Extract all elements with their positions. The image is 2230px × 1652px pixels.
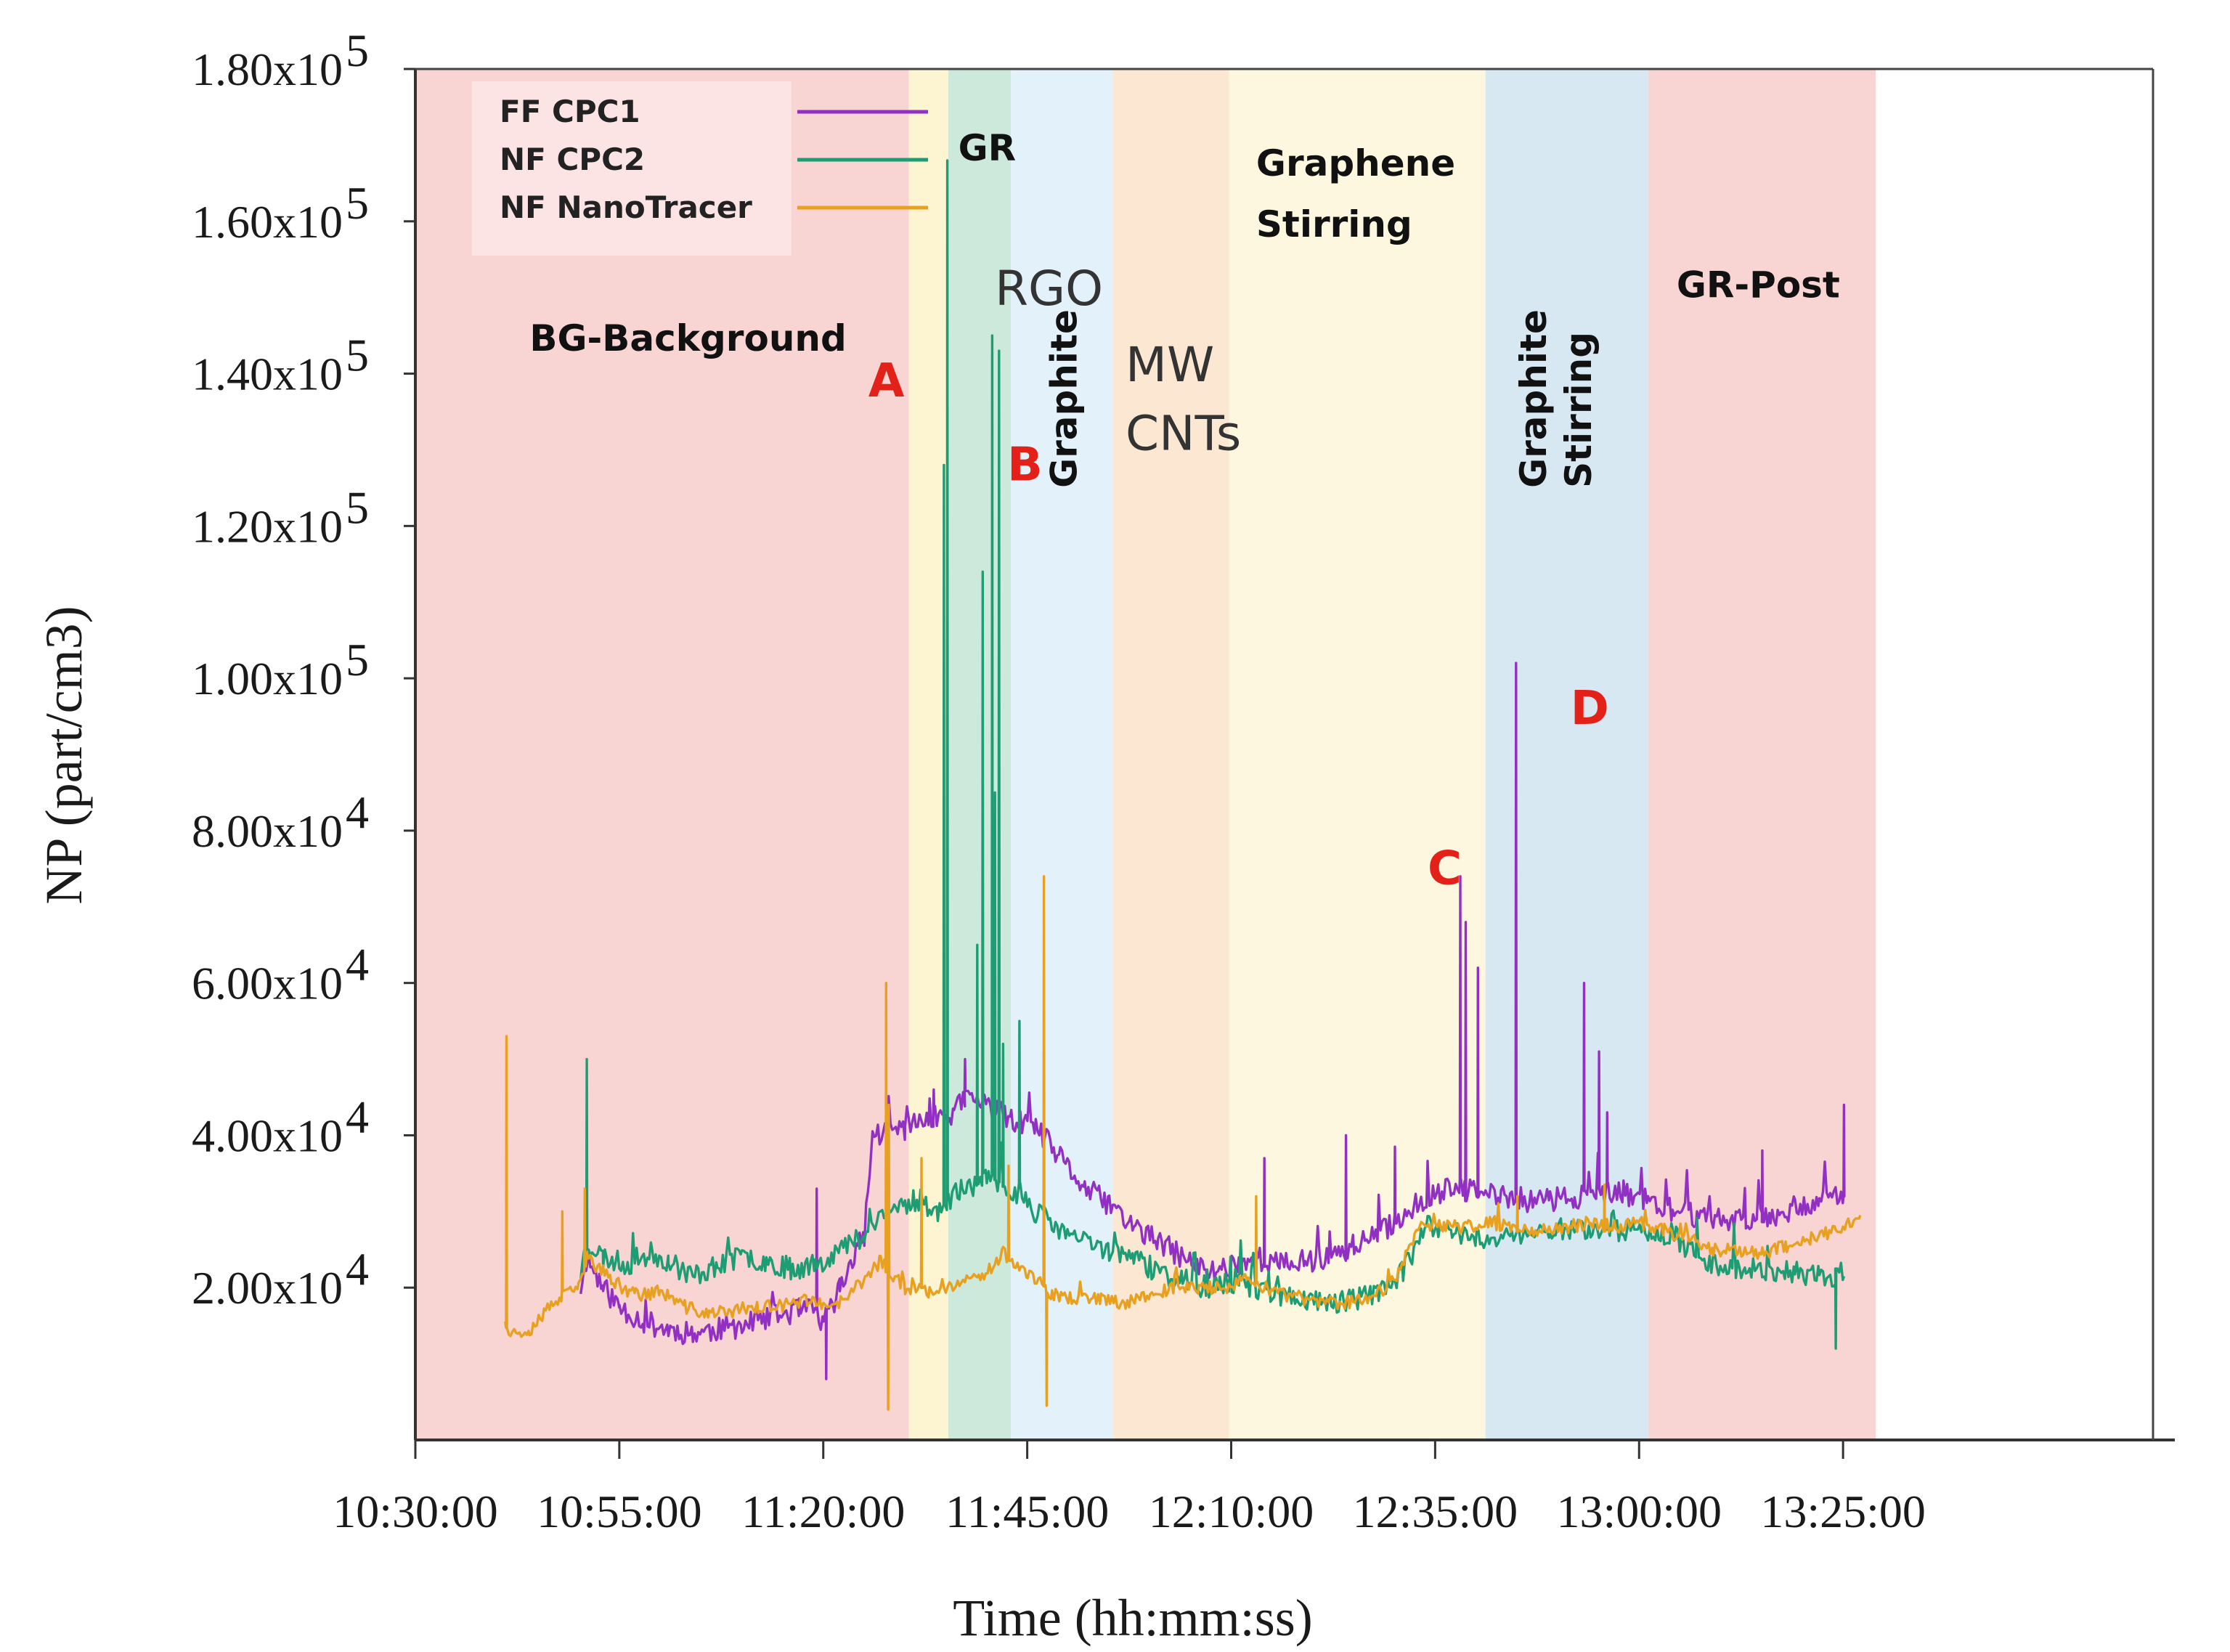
x-tick-label-6: 13:00:00 <box>1556 1486 1722 1537</box>
y-tick-label-7: 1.60x10 <box>192 196 343 248</box>
band-label-4: MW <box>1126 337 1214 393</box>
series-line-2 <box>504 875 1862 1411</box>
legend-label-0: FF CPC1 <box>500 94 640 129</box>
y-tick-exponent-8: 5 <box>346 25 369 76</box>
annotation-a: A <box>868 354 905 408</box>
y-tick-exponent-0: 4 <box>346 1243 369 1295</box>
x-ticks: 10:30:00 10:55:00 11:20:00 11:45:00 12:10:00… <box>333 1440 1926 1537</box>
x-tick-label-0: 10:30:00 <box>333 1486 498 1537</box>
band-0 <box>415 69 909 1440</box>
y-tick-exponent-4: 5 <box>346 634 369 685</box>
band-label-10: GR-Post <box>1677 264 1840 306</box>
band-1 <box>908 69 949 1440</box>
band-2 <box>948 69 1012 1440</box>
band-label-9: Stirring <box>1558 332 1600 488</box>
y-tick-label-1: 4.00x10 <box>192 1110 343 1161</box>
x-tick-label-5: 12:35:00 <box>1353 1486 1518 1537</box>
legend: FF CPC1 NF CPC2 NF NanoTracer <box>472 81 928 256</box>
y-tick-exponent-1: 4 <box>346 1091 369 1142</box>
y-tick-exponent-3: 4 <box>346 786 369 838</box>
y-tick-exponent-2: 4 <box>346 939 369 990</box>
y-tick-exponent-6: 5 <box>346 330 369 381</box>
y-tick-exponent-5: 5 <box>346 481 369 533</box>
x-tick-label-3: 11:45:00 <box>945 1486 1109 1537</box>
band-6 <box>1485 69 1649 1440</box>
series-lines <box>504 159 1862 1411</box>
x-tick-label-7: 13:25:00 <box>1760 1486 1926 1537</box>
band-label-2: RGO <box>995 261 1103 317</box>
band-4 <box>1112 69 1229 1440</box>
annotation-c: C <box>1428 842 1462 895</box>
axes <box>414 68 2175 1441</box>
y-tick-label-0: 2.00x10 <box>192 1262 343 1314</box>
legend-label-2: NF NanoTracer <box>500 190 752 225</box>
band-label-8: Graphite <box>1513 309 1555 488</box>
y-tick-exponent-7: 5 <box>346 177 369 229</box>
band-label-7: Stirring <box>1256 203 1412 245</box>
y-tick-label-5: 1.20x10 <box>192 500 343 552</box>
y-tick-label-6: 1.40x10 <box>192 349 343 400</box>
y-axis-title: NP (part/cm3) <box>35 606 93 904</box>
legend-label-1: NF CPC2 <box>500 142 645 177</box>
y-tick-label-8: 1.80x10 <box>192 44 343 95</box>
annotation-d: D <box>1571 682 1609 736</box>
legend-box <box>472 81 792 256</box>
y-tick-label-4: 1.00x10 <box>192 653 343 704</box>
annotations: A B C D <box>868 354 1609 895</box>
y-tick-label-2: 6.00x10 <box>192 958 343 1009</box>
x-tick-label-1: 10:55:00 <box>537 1486 702 1537</box>
band-label-6: Graphene <box>1256 142 1455 184</box>
x-tick-label-2: 11:20:00 <box>741 1486 905 1537</box>
annotation-b: B <box>1007 438 1043 492</box>
band-label-1: GR <box>959 127 1017 169</box>
band-label-5: CNTs <box>1126 405 1241 461</box>
y-ticks: 2.00x10 44.00x10 46.00x10 48.00x10 41.00x10 5… <box>192 25 415 1314</box>
x-tick-label-4: 12:10:00 <box>1149 1486 1314 1537</box>
y-tick-label-3: 8.00x10 <box>192 805 343 857</box>
band-5 <box>1229 69 1486 1440</box>
band-3 <box>1011 69 1113 1440</box>
x-axis-title: Time (hh:mm:ss) <box>953 1589 1312 1647</box>
band-label-3: Graphite <box>1043 309 1086 488</box>
band-label-0: BG-Background <box>529 317 846 359</box>
